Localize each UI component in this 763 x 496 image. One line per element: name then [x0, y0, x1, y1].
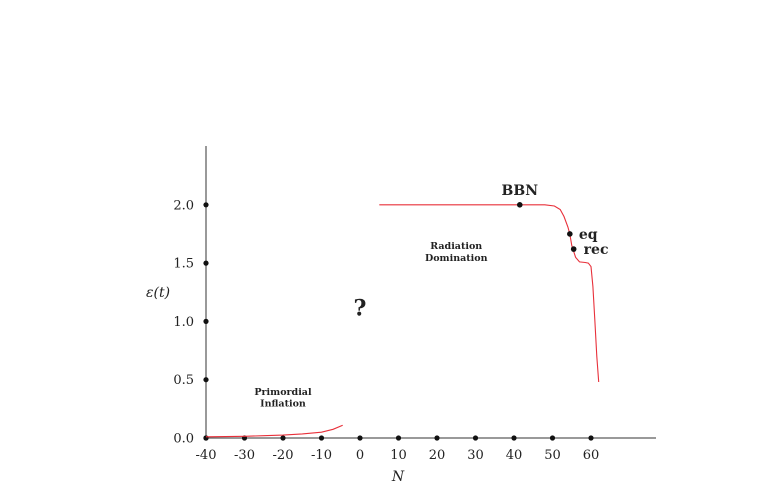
x-tick-dot — [357, 435, 363, 441]
y-tick-label: 2.0 — [173, 198, 194, 213]
region-annotation: Domination — [425, 253, 488, 264]
x-tick-label: 60 — [583, 448, 600, 463]
y-tick-dot — [203, 260, 209, 266]
axes: Nε(t) — [146, 146, 656, 485]
y-tick-dot — [203, 202, 209, 208]
label-rec: rec — [584, 242, 609, 258]
x-tick-label: -40 — [196, 448, 217, 463]
x-tick-dot — [395, 435, 402, 441]
x-tick-label: -10 — [311, 448, 332, 463]
label-bbn: BBN — [502, 183, 539, 199]
region-annotation: Primordial — [254, 387, 312, 398]
x-tick-label: -20 — [273, 448, 294, 463]
y-tick-dot — [203, 377, 209, 383]
x-tick-dot — [472, 435, 479, 441]
x-tick-label: 20 — [429, 448, 446, 463]
series-line-1 — [205, 424, 343, 438]
point-bbn — [516, 202, 523, 208]
x-tick-dot — [549, 435, 556, 441]
series-line-2 — [379, 204, 600, 383]
y-tick-label: 1.0 — [173, 315, 194, 330]
x-tick-label: 40 — [506, 448, 523, 463]
y-tick-label: 1.5 — [173, 257, 194, 272]
y-tick-dot — [203, 318, 209, 324]
y-tick-label: 0.0 — [173, 432, 194, 447]
point-eq — [567, 231, 573, 237]
x-tick-dot — [511, 435, 517, 441]
x-tick-dot — [434, 435, 440, 441]
x-tick-label: 30 — [467, 448, 484, 463]
x-tick-dot — [318, 435, 325, 441]
y-tick-dot — [203, 435, 209, 441]
y-tick-label: 0.5 — [173, 373, 194, 388]
question-mark-annotation: ? — [354, 296, 367, 322]
region-annotation: Inflation — [260, 399, 306, 410]
x-tick-label: 0 — [356, 448, 364, 463]
x-axis-label: N — [391, 469, 405, 485]
x-tick-dot — [588, 435, 594, 441]
point-rec — [570, 246, 577, 252]
x-tick-label: 50 — [544, 448, 561, 463]
label-eq: eq — [579, 227, 598, 243]
region-annotation: Radiation — [430, 241, 482, 252]
ticks: -40 -30 -20 -10 0 10 20 30 40 50 60 0.0 0.5 1.0 1.5 2.0 — [173, 198, 599, 463]
x-tick-label: -30 — [234, 448, 255, 463]
x-tick-label: 10 — [390, 448, 407, 463]
y-axis-label: ε(t) — [146, 285, 170, 301]
x-tick-dot — [280, 435, 286, 441]
